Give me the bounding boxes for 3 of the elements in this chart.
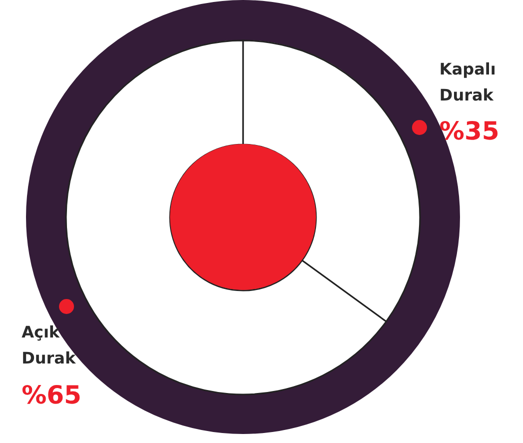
slice-label: Kapalı Durak <box>439 59 496 104</box>
data-label: %65 <box>22 380 82 409</box>
slice-label: Açık Durak <box>22 322 76 367</box>
